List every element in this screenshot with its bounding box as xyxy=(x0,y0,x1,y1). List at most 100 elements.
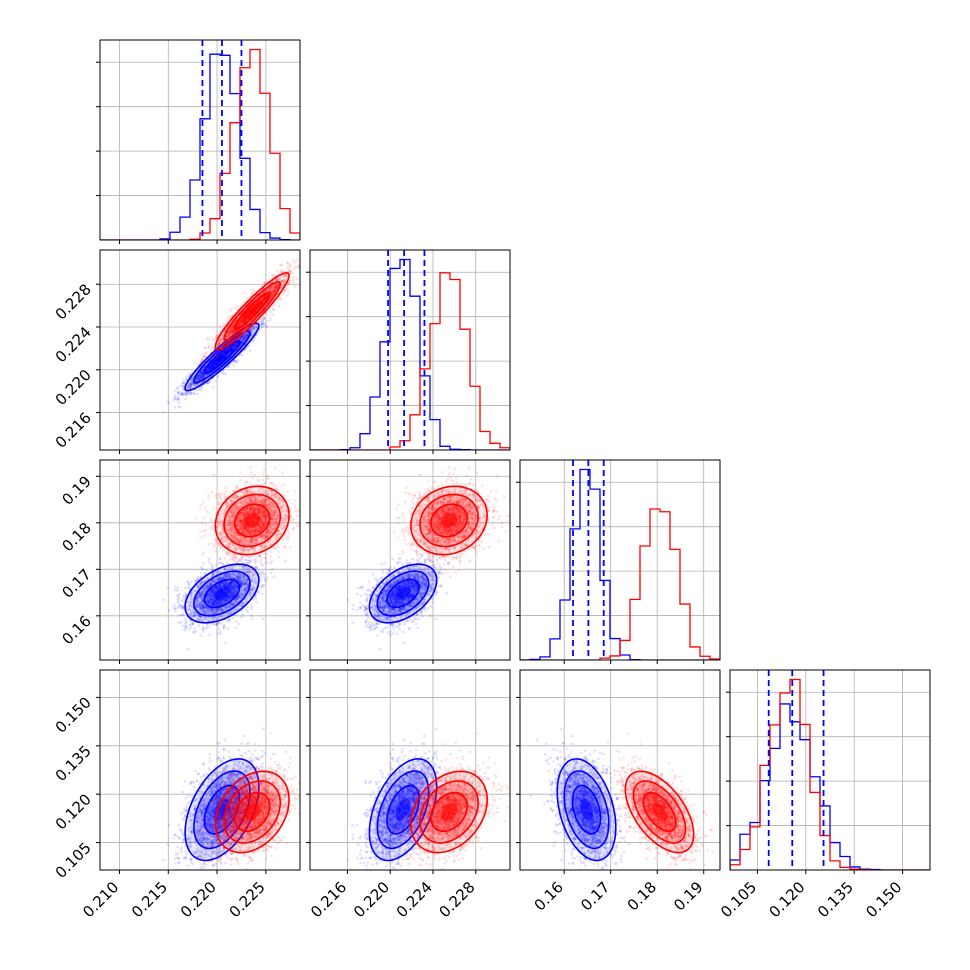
scatter-point xyxy=(229,345,232,349)
scatter-point xyxy=(198,362,202,365)
scatter-point xyxy=(278,277,282,280)
scatter-point xyxy=(259,298,263,301)
scatter-point xyxy=(181,385,185,388)
scatter-point xyxy=(197,377,200,381)
scatter-point xyxy=(202,375,206,379)
scatter-point xyxy=(268,289,272,292)
scatter-point xyxy=(261,322,265,326)
scatter-point xyxy=(211,366,214,369)
scatter-point xyxy=(231,328,235,331)
scatter-point xyxy=(232,345,235,349)
scatter-point xyxy=(229,328,232,332)
scatter-point xyxy=(288,282,292,286)
scatter-point xyxy=(269,290,273,293)
scatter-point xyxy=(207,366,210,370)
scatter-point xyxy=(227,335,231,339)
scatter-point xyxy=(272,293,275,296)
scatter-point xyxy=(243,320,247,323)
scatter-point xyxy=(274,288,278,292)
scatter-point xyxy=(209,354,213,358)
scatter-point xyxy=(234,329,238,333)
scatter-point xyxy=(292,259,295,263)
scatter-point xyxy=(218,339,221,343)
scatter-point xyxy=(260,300,264,304)
scatter-point xyxy=(242,316,245,320)
scatter-point xyxy=(231,329,234,332)
scatter-point xyxy=(200,369,204,373)
y-tick-label: 0.216 xyxy=(52,409,95,452)
scatter-point xyxy=(221,341,224,344)
scatter-point xyxy=(199,376,203,379)
scatter-point xyxy=(199,377,202,381)
scatter-point xyxy=(266,293,269,297)
scatter-point xyxy=(223,342,226,345)
scatter-point xyxy=(210,366,213,370)
scatter-point xyxy=(234,320,237,324)
scatter-point xyxy=(225,351,228,355)
scatter-point xyxy=(192,392,196,396)
scatter-point xyxy=(229,349,233,353)
scatter-point xyxy=(202,359,206,362)
scatter-point xyxy=(223,342,227,346)
scatter-point xyxy=(242,316,245,320)
scatter-point xyxy=(283,279,287,282)
scatter-point xyxy=(199,370,203,374)
scatter-point xyxy=(231,331,234,334)
scatter-point xyxy=(254,323,257,327)
scatter-point xyxy=(195,376,199,379)
scatter-point xyxy=(275,285,279,289)
scatter-point xyxy=(251,332,255,336)
scatter-point xyxy=(186,391,189,395)
scatter-point xyxy=(230,344,234,348)
scatter-point xyxy=(229,329,233,332)
scatter-point xyxy=(218,344,221,347)
scatter-point xyxy=(259,323,263,327)
scatter-point xyxy=(199,371,202,374)
scatter-point xyxy=(238,320,242,324)
scatter-point xyxy=(237,322,240,326)
scatter-point xyxy=(251,292,254,295)
scatter-point xyxy=(271,308,275,312)
scatter-point xyxy=(174,389,177,393)
scatter-point xyxy=(229,346,232,349)
scatter-point xyxy=(229,349,232,352)
scatter-point xyxy=(272,308,276,311)
scatter-point xyxy=(230,334,234,337)
scatter-point xyxy=(208,367,212,371)
scatter-point xyxy=(229,347,233,351)
scatter-point xyxy=(239,338,242,341)
scatter-point xyxy=(242,320,246,323)
scatter-point xyxy=(187,382,191,386)
panel-content xyxy=(100,40,300,240)
scatter-point xyxy=(188,382,191,386)
scatter-point xyxy=(192,383,196,387)
scatter-point xyxy=(256,332,260,335)
scatter-point xyxy=(229,329,232,332)
scatter-point xyxy=(263,296,266,299)
scatter-point xyxy=(240,337,244,341)
scatter-point xyxy=(212,364,215,368)
scatter-point xyxy=(271,313,274,316)
scatter-point xyxy=(189,381,193,385)
scatter-point xyxy=(260,302,263,305)
scatter-point xyxy=(233,343,237,347)
scatter-point xyxy=(201,372,205,375)
scatter-point xyxy=(201,372,204,376)
scatter-point xyxy=(239,319,242,322)
scatter-point xyxy=(243,338,246,342)
scatter-point xyxy=(228,333,231,336)
scatter-point xyxy=(233,344,237,347)
scatter-point xyxy=(211,361,215,365)
scatter-point xyxy=(256,300,260,304)
scatter-point xyxy=(270,289,273,293)
scatter-point xyxy=(207,338,210,341)
scatter-point xyxy=(234,341,238,345)
scatter-point xyxy=(260,301,264,305)
scatter-point xyxy=(241,335,245,339)
scatter-point xyxy=(199,371,202,375)
scatter-point xyxy=(250,327,253,331)
scatter-point xyxy=(241,335,244,338)
scatter-point xyxy=(219,337,223,341)
scatter-point xyxy=(203,375,206,378)
scatter-point xyxy=(212,350,216,353)
